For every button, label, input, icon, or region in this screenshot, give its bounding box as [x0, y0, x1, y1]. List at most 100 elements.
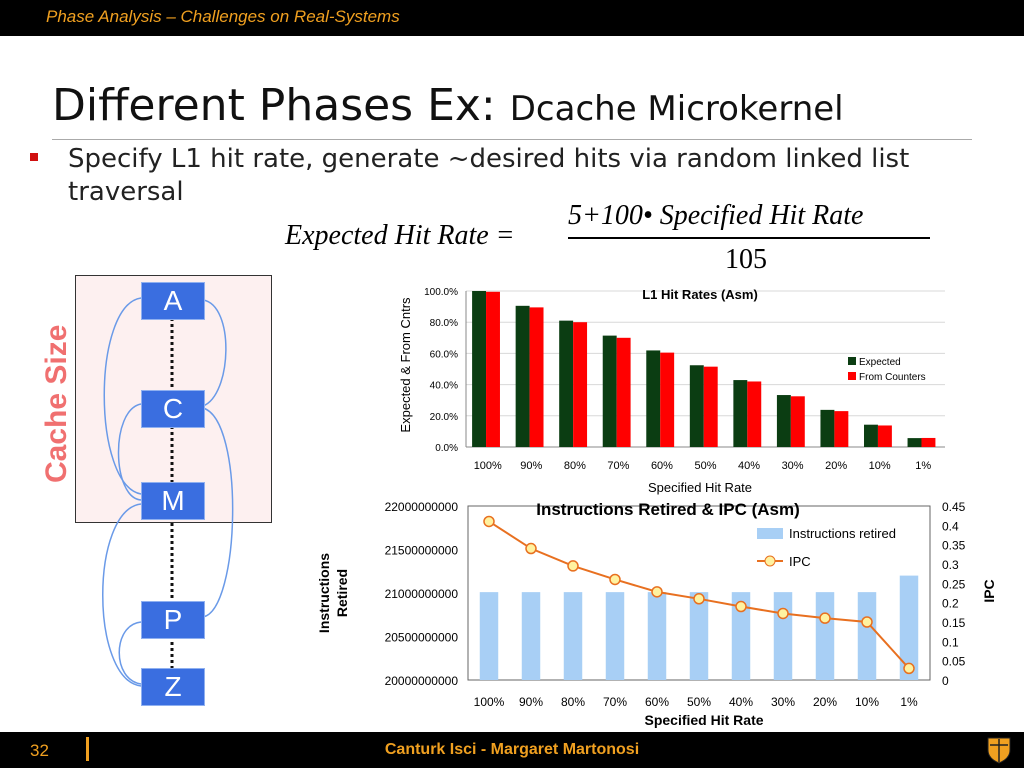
x-tick-label: 50%	[687, 695, 711, 709]
bar-instructions-retired	[815, 592, 835, 680]
bar-from-counters	[747, 381, 762, 447]
ipc-point	[567, 560, 579, 572]
bar-instructions-retired	[773, 592, 793, 680]
x-tick-label: 80%	[564, 460, 586, 472]
x-tick-label: 90%	[520, 460, 542, 472]
ipc-point	[483, 515, 495, 528]
bar-from-counters	[921, 437, 936, 447]
footer-authors: Canturk Isci - Margaret Martonosi	[384, 741, 640, 758]
arrow-m-to-c	[117, 403, 142, 501]
y2-tick-label: 0.05	[942, 655, 966, 669]
x-tick-label: 20%	[813, 695, 837, 709]
ipc-point	[651, 586, 663, 598]
y-tick-label: 22000000000	[385, 500, 459, 514]
y-tick-label: 20000000000	[385, 674, 459, 688]
legend-label: From Counters	[859, 372, 926, 383]
bar-instructions-retired	[605, 592, 625, 680]
x-tick-label: 100%	[474, 460, 502, 472]
arrow-p-to-z	[118, 621, 142, 685]
bar-instructions-retired	[857, 592, 877, 680]
x-tick-label: 30%	[771, 695, 795, 709]
ipc-point	[693, 593, 705, 605]
ipc-point	[861, 616, 873, 628]
ipc-point	[735, 600, 747, 613]
bar-expected	[559, 320, 574, 447]
y-tick-label: 21500000000	[385, 544, 459, 558]
bar-from-counters	[660, 352, 675, 447]
bar-from-counters	[834, 411, 849, 447]
title-divider	[52, 139, 972, 140]
y-tick-label: 21000000000	[385, 587, 459, 601]
crest-icon	[987, 737, 1011, 764]
formula-lhs: Expected Hit Rate =	[285, 220, 515, 251]
bar-from-counters	[486, 291, 500, 447]
y2-axis-label: IPC	[981, 579, 997, 602]
x-tick-label: 10%	[855, 695, 879, 709]
slide-title-sub: Dcache Microkernel	[509, 89, 844, 129]
footer-separator	[86, 737, 89, 761]
x-tick-label: 60%	[651, 460, 673, 472]
x-tick-label: 30%	[782, 460, 804, 472]
node-z: Z	[141, 668, 205, 706]
node-m: M	[141, 482, 205, 520]
legend-label: Instructions retired	[789, 526, 896, 541]
page-number: 32	[30, 741, 49, 760]
formula-fraction-bar	[568, 237, 930, 239]
legend-marker	[764, 555, 776, 567]
bar-instructions-retired	[647, 592, 667, 680]
y2-tick-label: 0.3	[942, 558, 959, 572]
arrow-a-to-c	[202, 299, 227, 407]
x-axis-label: Specified Hit Rate	[644, 712, 763, 728]
bar-expected	[776, 395, 791, 447]
arrow-m-to-a	[103, 297, 142, 495]
y-tick-label: 20500000000	[385, 631, 459, 645]
bar-from-counters	[703, 366, 718, 447]
y-tick-label: 40.0%	[430, 381, 458, 392]
y-tick-label: 100.0%	[424, 287, 458, 298]
formula-numerator: 5+100• Specified Hit Rate	[568, 200, 864, 231]
ipc-point	[819, 612, 831, 624]
legend-swatch	[848, 357, 856, 365]
x-tick-label: 1%	[900, 695, 918, 709]
bar-expected	[689, 365, 704, 447]
bar-from-counters	[877, 425, 892, 447]
legend-swatch	[848, 372, 856, 380]
bar-expected	[515, 305, 530, 447]
bar-expected	[472, 291, 487, 447]
y2-tick-label: 0.4	[942, 519, 959, 533]
y2-tick-label: 0.15	[942, 616, 966, 630]
x-tick-label: 100%	[474, 695, 505, 709]
x-tick-label: 20%	[825, 460, 847, 472]
x-tick-label: 50%	[694, 460, 716, 472]
bar-instructions-retired	[899, 575, 919, 680]
header-title: Phase Analysis – Challenges on Real-Syst…	[46, 7, 400, 26]
bullet-text: Specify L1 hit rate, generate ~desired h…	[68, 144, 910, 207]
x-tick-label: 90%	[519, 695, 543, 709]
bar-from-counters	[573, 322, 588, 447]
bar-expected	[907, 438, 922, 447]
bar-from-counters	[790, 396, 805, 447]
x-tick-label: 40%	[729, 695, 753, 709]
y-tick-label: 80.0%	[430, 318, 458, 329]
bar-expected	[733, 380, 748, 447]
header-bar: Phase Analysis – Challenges on Real-Syst…	[0, 0, 1024, 36]
y-axis-label: Instructions	[316, 553, 332, 633]
node-a: A	[141, 282, 205, 320]
bar-expected	[864, 424, 878, 447]
bar-instructions-retired	[521, 592, 541, 680]
bar-instructions-retired	[563, 592, 583, 680]
y2-tick-label: 0	[942, 674, 949, 688]
x-tick-label: 1%	[915, 460, 931, 472]
bar-instructions-retired	[689, 592, 709, 680]
x-tick-label: 10%	[869, 460, 891, 472]
x-tick-label: 80%	[561, 695, 585, 709]
bar-expected	[646, 350, 661, 447]
footer-bar: 32 Canturk Isci - Margaret Martonosi	[0, 732, 1024, 768]
ipc-point	[777, 607, 789, 620]
arrow-m-to-z	[102, 503, 142, 687]
arrow-c-to-p	[202, 407, 234, 618]
x-tick-label: 70%	[603, 695, 627, 709]
bar-from-counters	[529, 307, 544, 447]
